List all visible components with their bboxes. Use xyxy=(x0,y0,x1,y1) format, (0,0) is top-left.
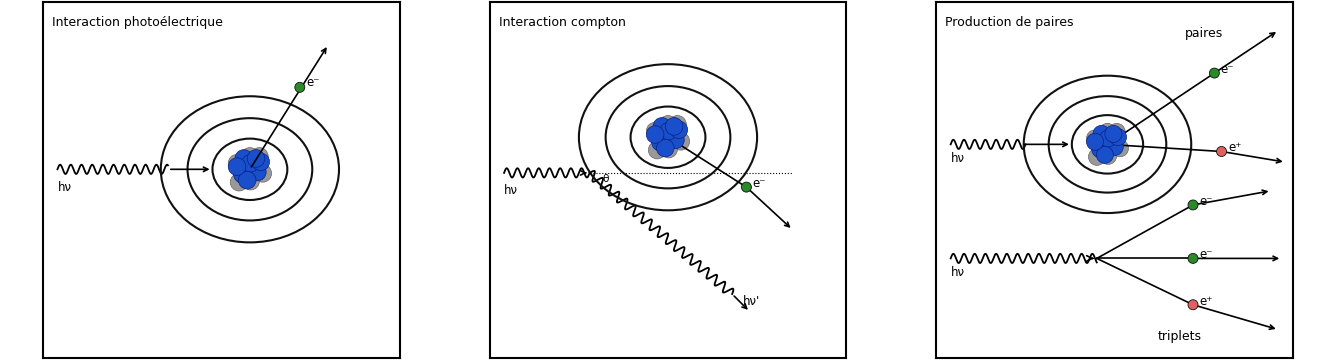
Circle shape xyxy=(295,82,305,92)
Circle shape xyxy=(663,124,681,142)
Circle shape xyxy=(1093,125,1110,143)
Text: e⁻: e⁻ xyxy=(1200,195,1213,208)
Text: Production de paires: Production de paires xyxy=(946,16,1074,29)
Text: e⁺: e⁺ xyxy=(1200,295,1213,308)
Circle shape xyxy=(669,116,687,133)
Circle shape xyxy=(1097,146,1113,163)
Circle shape xyxy=(251,148,269,165)
Circle shape xyxy=(647,126,664,143)
Circle shape xyxy=(653,132,671,150)
Circle shape xyxy=(660,122,677,140)
Text: hν': hν' xyxy=(743,295,760,308)
Circle shape xyxy=(653,118,671,135)
Circle shape xyxy=(1109,129,1126,146)
Text: hν: hν xyxy=(951,266,965,279)
Circle shape xyxy=(741,182,751,192)
Circle shape xyxy=(1100,147,1117,165)
Circle shape xyxy=(647,122,664,140)
Circle shape xyxy=(1108,123,1125,140)
Circle shape xyxy=(1112,140,1129,157)
Text: hν: hν xyxy=(504,184,518,197)
Circle shape xyxy=(1106,139,1124,156)
Circle shape xyxy=(648,141,665,159)
Circle shape xyxy=(230,174,248,191)
Circle shape xyxy=(240,148,259,165)
Text: Interaction photoélectrique: Interaction photoélectrique xyxy=(52,16,223,29)
Circle shape xyxy=(1104,132,1120,149)
Circle shape xyxy=(1209,68,1220,78)
Text: Interaction compton: Interaction compton xyxy=(498,16,625,29)
Circle shape xyxy=(1089,148,1105,165)
Text: e⁻: e⁻ xyxy=(752,177,767,190)
Circle shape xyxy=(242,172,259,190)
Circle shape xyxy=(665,118,683,135)
Circle shape xyxy=(672,132,689,150)
Text: paires: paires xyxy=(1185,27,1222,40)
Circle shape xyxy=(228,158,246,175)
Circle shape xyxy=(235,165,253,182)
Circle shape xyxy=(1086,133,1104,150)
Text: hν: hν xyxy=(951,152,965,165)
Circle shape xyxy=(1086,130,1104,147)
Circle shape xyxy=(246,157,263,174)
Text: θ: θ xyxy=(603,174,609,184)
Circle shape xyxy=(667,131,684,149)
Circle shape xyxy=(228,154,246,172)
Text: e⁻: e⁻ xyxy=(1221,63,1234,76)
Text: e⁻: e⁻ xyxy=(1200,248,1213,261)
Circle shape xyxy=(1105,125,1122,143)
Text: e⁺: e⁺ xyxy=(1228,141,1241,154)
Circle shape xyxy=(254,165,271,182)
Circle shape xyxy=(238,171,257,189)
Circle shape xyxy=(248,163,266,181)
Circle shape xyxy=(652,134,669,151)
Circle shape xyxy=(1217,147,1226,157)
Circle shape xyxy=(1188,253,1198,264)
Circle shape xyxy=(1188,200,1198,210)
Circle shape xyxy=(671,121,688,139)
Circle shape xyxy=(1092,141,1109,158)
Circle shape xyxy=(247,150,265,167)
Text: hν: hν xyxy=(57,181,71,194)
Circle shape xyxy=(656,139,675,157)
Circle shape xyxy=(1100,130,1117,147)
Circle shape xyxy=(659,116,677,133)
Circle shape xyxy=(660,140,677,158)
Text: triplets: triplets xyxy=(1157,330,1201,343)
Circle shape xyxy=(1100,123,1116,140)
Circle shape xyxy=(253,153,270,171)
Circle shape xyxy=(242,154,259,172)
Circle shape xyxy=(1188,300,1198,310)
Circle shape xyxy=(1093,140,1110,157)
Circle shape xyxy=(234,166,251,183)
Circle shape xyxy=(235,150,253,167)
Text: e⁻: e⁻ xyxy=(306,76,319,89)
